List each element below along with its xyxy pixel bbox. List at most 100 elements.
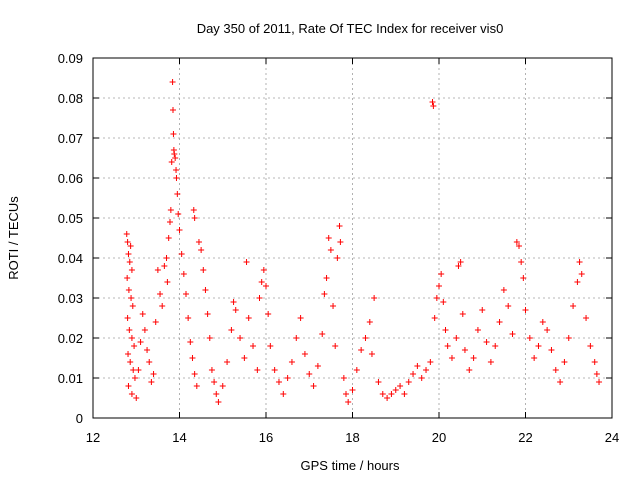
data-point xyxy=(137,339,144,345)
data-point xyxy=(349,387,356,393)
data-point xyxy=(139,311,146,317)
data-point xyxy=(366,319,373,325)
data-point xyxy=(596,379,603,385)
data-point xyxy=(241,355,248,361)
x-tick-label: 20 xyxy=(432,430,446,445)
data-point xyxy=(204,311,211,317)
data-point xyxy=(310,383,317,389)
data-point xyxy=(180,271,187,277)
data-point xyxy=(578,271,585,277)
data-point xyxy=(520,275,527,281)
data-point xyxy=(124,275,131,281)
data-point xyxy=(522,307,529,313)
data-point xyxy=(438,271,445,277)
data-point xyxy=(165,235,172,241)
data-point xyxy=(170,131,177,137)
data-point xyxy=(327,247,334,253)
y-tick-label: 0.04 xyxy=(58,251,83,266)
data-point xyxy=(260,267,267,273)
data-point xyxy=(195,239,202,245)
data-point xyxy=(280,391,287,397)
data-point xyxy=(168,159,175,165)
data-point xyxy=(358,347,365,353)
data-point xyxy=(442,327,449,333)
data-point xyxy=(130,367,137,373)
data-point xyxy=(325,235,332,241)
data-point xyxy=(131,375,138,381)
data-point xyxy=(570,303,577,309)
y-tick-label: 0.07 xyxy=(58,131,83,146)
data-point xyxy=(392,387,399,393)
data-point xyxy=(397,383,404,389)
data-point xyxy=(323,275,330,281)
data-point xyxy=(129,303,136,309)
data-point xyxy=(405,379,412,385)
data-point xyxy=(557,379,564,385)
data-point xyxy=(414,363,421,369)
data-point xyxy=(448,355,455,361)
data-point xyxy=(124,315,131,321)
chart-title: Day 350 of 2011, Rate Of TEC Index for r… xyxy=(197,21,504,36)
data-point xyxy=(182,291,189,297)
data-point xyxy=(152,319,159,325)
data-point xyxy=(150,371,157,377)
data-point xyxy=(479,307,486,313)
data-point xyxy=(189,355,196,361)
data-point xyxy=(518,259,525,265)
data-point xyxy=(176,227,183,233)
data-point xyxy=(353,367,360,373)
data-point xyxy=(170,107,177,113)
data-point xyxy=(384,395,391,401)
data-point xyxy=(219,383,226,389)
data-point xyxy=(275,379,282,385)
data-point xyxy=(288,359,295,365)
x-axis-label: GPS time / hours xyxy=(301,458,400,473)
data-point xyxy=(144,347,151,353)
data-point xyxy=(125,287,132,293)
data-point xyxy=(208,367,215,373)
data-point xyxy=(375,379,382,385)
data-point xyxy=(371,295,378,301)
data-point xyxy=(552,367,559,373)
data-point xyxy=(466,367,473,373)
data-point xyxy=(193,383,200,389)
data-point xyxy=(267,343,274,349)
data-point xyxy=(587,343,594,349)
data-point xyxy=(230,299,237,305)
data-point xyxy=(224,359,231,365)
data-point xyxy=(539,319,546,325)
data-point xyxy=(453,335,460,341)
y-tick-label: 0.09 xyxy=(58,51,83,66)
data-point xyxy=(157,291,164,297)
data-point xyxy=(455,263,462,269)
data-point xyxy=(191,215,198,221)
data-point xyxy=(388,391,395,397)
data-point xyxy=(173,175,180,181)
grid-lines xyxy=(93,58,612,418)
data-point xyxy=(169,79,176,85)
data-point xyxy=(211,379,218,385)
data-point xyxy=(516,243,523,249)
data-point xyxy=(263,283,269,289)
data-points xyxy=(123,79,603,405)
y-tick-label: 0.01 xyxy=(58,371,83,386)
data-point xyxy=(336,223,343,229)
data-point xyxy=(362,335,369,341)
y-tick-label: 0.06 xyxy=(58,171,83,186)
data-point xyxy=(125,351,132,357)
data-point xyxy=(228,327,235,333)
data-point xyxy=(306,371,313,377)
data-point xyxy=(343,391,350,397)
data-point xyxy=(492,343,499,349)
data-point xyxy=(167,207,174,213)
data-point xyxy=(574,279,581,285)
data-point xyxy=(561,359,568,365)
data-point xyxy=(135,367,142,373)
data-point xyxy=(202,287,209,293)
data-point xyxy=(164,279,171,285)
data-point xyxy=(436,283,442,289)
data-point xyxy=(123,231,130,237)
data-point xyxy=(319,331,326,337)
data-point xyxy=(161,263,168,269)
